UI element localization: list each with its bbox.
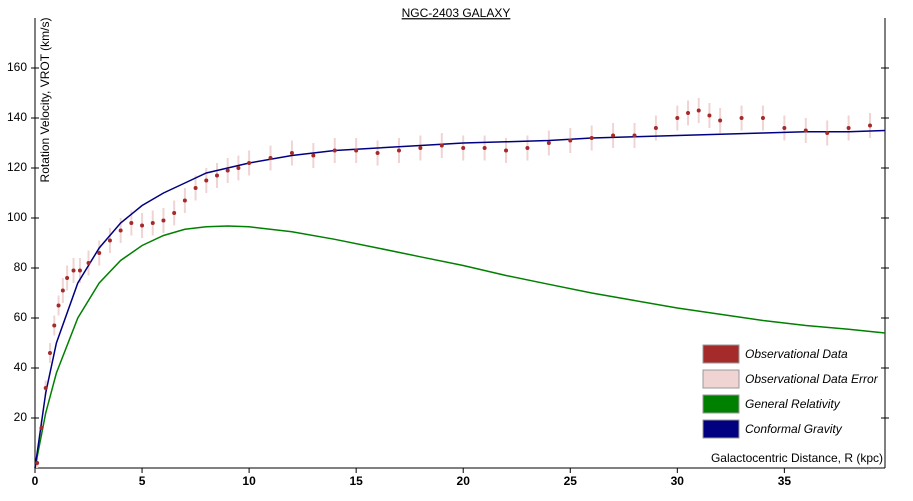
data-point bbox=[589, 136, 594, 140]
data-point bbox=[396, 148, 401, 153]
x-tick-label: 20 bbox=[457, 474, 471, 488]
data-point bbox=[97, 251, 102, 255]
data-point bbox=[546, 141, 551, 145]
data-point bbox=[482, 146, 487, 150]
y-tick-label: 60 bbox=[14, 310, 28, 324]
x-tick-label: 30 bbox=[671, 474, 685, 488]
data-point bbox=[675, 116, 680, 120]
data-point bbox=[611, 133, 616, 138]
data-point bbox=[568, 138, 573, 143]
data-point bbox=[71, 268, 76, 273]
data-point bbox=[56, 303, 61, 308]
data-point bbox=[39, 426, 44, 430]
data-point bbox=[707, 113, 712, 118]
data-point bbox=[311, 153, 316, 158]
legend-label: General Relativity bbox=[745, 397, 841, 411]
data-point bbox=[236, 166, 241, 170]
data-point bbox=[52, 323, 57, 328]
data-point bbox=[247, 161, 252, 165]
y-tick-label: 40 bbox=[14, 360, 28, 374]
data-point bbox=[204, 178, 209, 183]
data-point bbox=[418, 146, 423, 150]
x-tick-label: 15 bbox=[349, 474, 363, 488]
data-point bbox=[289, 151, 294, 155]
data-point bbox=[60, 288, 65, 293]
curve bbox=[34, 129, 886, 469]
data-point bbox=[504, 148, 509, 153]
legend-label: Observational Data Error bbox=[745, 372, 879, 386]
data-point bbox=[332, 148, 337, 153]
data-point bbox=[172, 211, 177, 215]
data-point bbox=[354, 148, 359, 153]
data-point bbox=[803, 128, 808, 133]
y-tick-label: 120 bbox=[7, 160, 27, 174]
legend-swatch bbox=[702, 394, 740, 414]
curve bbox=[34, 225, 886, 469]
x-axis-label: Galactocentric Distance, R (kpc) bbox=[711, 451, 883, 465]
data-point bbox=[140, 223, 145, 228]
x-tick-label: 5 bbox=[139, 474, 146, 488]
data-point bbox=[214, 173, 219, 178]
data-point bbox=[47, 351, 52, 355]
data-point bbox=[268, 156, 273, 160]
data-point bbox=[718, 118, 723, 123]
y-tick-label: 20 bbox=[14, 410, 28, 424]
data-point bbox=[118, 228, 123, 233]
x-tick-label: 10 bbox=[242, 474, 256, 488]
data-point bbox=[107, 238, 112, 243]
data-point bbox=[525, 146, 530, 150]
y-tick-label: 100 bbox=[7, 210, 27, 224]
data-point bbox=[846, 126, 851, 130]
data-point bbox=[825, 131, 830, 135]
y-tick-label: 140 bbox=[7, 110, 27, 124]
legend-label: Observational Data bbox=[745, 347, 848, 361]
legend-swatch bbox=[702, 419, 740, 439]
x-tick-label: 35 bbox=[778, 474, 792, 488]
data-point bbox=[86, 261, 91, 265]
data-point bbox=[653, 126, 658, 130]
data-point bbox=[77, 268, 82, 273]
data-point bbox=[150, 221, 155, 225]
data-point bbox=[182, 198, 187, 203]
data-point bbox=[193, 186, 198, 190]
legend-label: Conformal Gravity bbox=[745, 422, 843, 436]
y-tick-label: 80 bbox=[14, 260, 28, 274]
data-point bbox=[696, 108, 701, 113]
data-point bbox=[632, 133, 637, 138]
y-tick-label: 160 bbox=[7, 60, 27, 74]
data-point bbox=[129, 221, 134, 225]
y-axis-label: Rotation Velocity, VROT (km/s) bbox=[38, 18, 52, 183]
data-point bbox=[868, 123, 873, 128]
data-point bbox=[225, 168, 230, 173]
data-point bbox=[686, 111, 691, 115]
data-point bbox=[43, 386, 48, 390]
x-tick-label: 0 bbox=[32, 474, 39, 488]
data-point bbox=[65, 276, 70, 280]
data-point bbox=[760, 116, 765, 120]
data-point bbox=[375, 151, 380, 155]
x-tick-label: 25 bbox=[564, 474, 578, 488]
data-point bbox=[161, 218, 166, 223]
data-point bbox=[782, 126, 787, 130]
data-point bbox=[739, 116, 744, 120]
data-point bbox=[461, 146, 466, 150]
data-point bbox=[35, 461, 40, 465]
legend-swatch bbox=[702, 369, 740, 389]
legend-swatch bbox=[702, 344, 740, 364]
data-point bbox=[439, 143, 444, 148]
chart-title: NGC-2403 GALAXY bbox=[402, 6, 511, 20]
